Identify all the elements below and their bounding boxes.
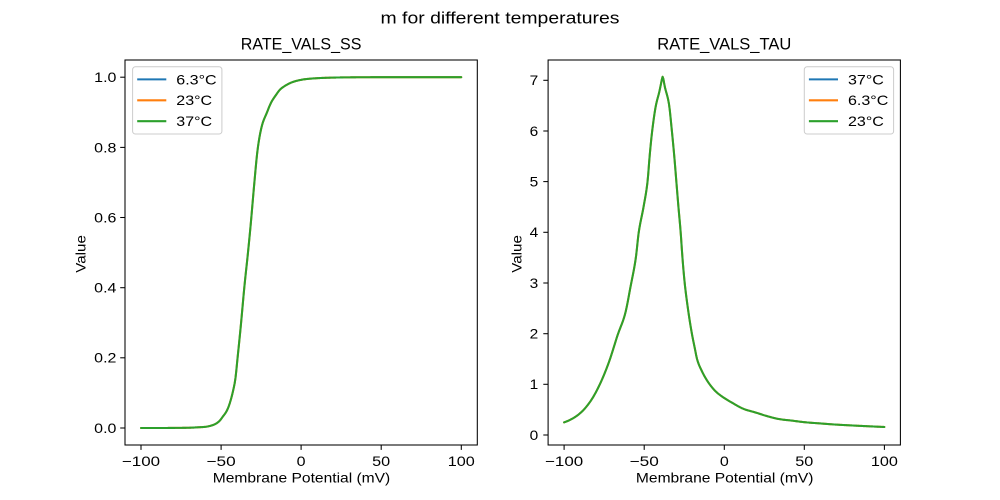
svg-text:Value: Value <box>509 235 525 273</box>
svg-text:5: 5 <box>530 174 539 190</box>
svg-text:100: 100 <box>871 453 898 469</box>
svg-text:100: 100 <box>448 453 475 469</box>
svg-text:−50: −50 <box>207 453 237 469</box>
svg-text:Membrane Potential (mV): Membrane Potential (mV) <box>213 470 391 486</box>
svg-text:23°C: 23°C <box>848 113 884 129</box>
svg-text:6.3°C: 6.3°C <box>176 71 216 87</box>
svg-text:7: 7 <box>530 72 539 88</box>
svg-text:0: 0 <box>720 453 729 469</box>
svg-text:Membrane Potential (mV): Membrane Potential (mV) <box>636 470 814 486</box>
svg-text:m for different temperatures: m for different temperatures <box>381 8 620 27</box>
svg-text:1: 1 <box>530 376 539 392</box>
svg-text:50: 50 <box>795 453 813 469</box>
svg-text:6.3°C: 6.3°C <box>848 92 888 108</box>
svg-text:23°C: 23°C <box>176 92 212 108</box>
svg-text:0: 0 <box>530 427 539 443</box>
svg-text:RATE_VALS_SS: RATE_VALS_SS <box>241 35 362 54</box>
svg-text:37°C: 37°C <box>176 113 212 129</box>
svg-text:50: 50 <box>372 453 390 469</box>
svg-text:0.6: 0.6 <box>94 209 117 225</box>
svg-text:6: 6 <box>530 123 539 139</box>
svg-text:0.0: 0.0 <box>94 420 117 436</box>
svg-text:3: 3 <box>530 275 539 291</box>
svg-text:37°C: 37°C <box>848 71 884 87</box>
svg-text:0.2: 0.2 <box>94 350 117 366</box>
svg-text:Value: Value <box>72 235 88 273</box>
svg-text:RATE_VALS_TAU: RATE_VALS_TAU <box>657 35 791 54</box>
svg-text:0.4: 0.4 <box>94 280 117 296</box>
svg-text:−100: −100 <box>122 453 161 469</box>
svg-text:4: 4 <box>530 224 539 240</box>
svg-text:0.8: 0.8 <box>94 139 117 155</box>
svg-text:1.0: 1.0 <box>94 69 117 85</box>
svg-text:−50: −50 <box>630 453 660 469</box>
svg-text:−100: −100 <box>545 453 584 469</box>
svg-text:0: 0 <box>297 453 306 469</box>
svg-text:2: 2 <box>530 326 539 342</box>
